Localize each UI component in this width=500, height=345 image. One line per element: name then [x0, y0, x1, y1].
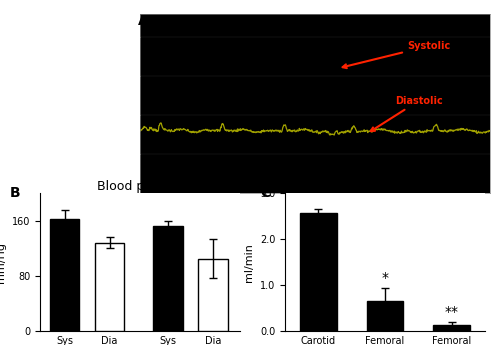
Y-axis label: mm/Hg: mm/Hg: [0, 242, 6, 283]
Y-axis label: ml/min: ml/min: [244, 243, 254, 282]
Bar: [198, 259, 228, 331]
Text: Blood flow: Blood flow: [390, 180, 455, 193]
Text: Systolic: Systolic: [342, 41, 451, 68]
Bar: [50, 219, 80, 331]
Text: Mean=108.7   Syst=129.7   Diast=094.6   I-81=261.7: Mean=108.7 Syst=129.7 Diast=094.6 I-81=2…: [234, 184, 396, 189]
Bar: [366, 301, 404, 331]
Bar: [300, 213, 337, 331]
Text: Diastolic: Diastolic: [371, 96, 443, 131]
Text: A: A: [138, 14, 148, 28]
Bar: [95, 243, 124, 331]
Text: *: *: [382, 271, 388, 285]
Bar: [434, 325, 470, 331]
Bar: [154, 226, 182, 331]
Text: secs        -0.5                                    13:27:47: secs -0.5 13:27:47: [218, 25, 412, 30]
Text: **: **: [444, 305, 458, 319]
Text: C: C: [260, 186, 270, 200]
Text: B: B: [10, 186, 20, 200]
Y-axis label: mmHg: mmHg: [108, 93, 114, 114]
Text: Blood pressure: Blood pressure: [96, 180, 190, 193]
